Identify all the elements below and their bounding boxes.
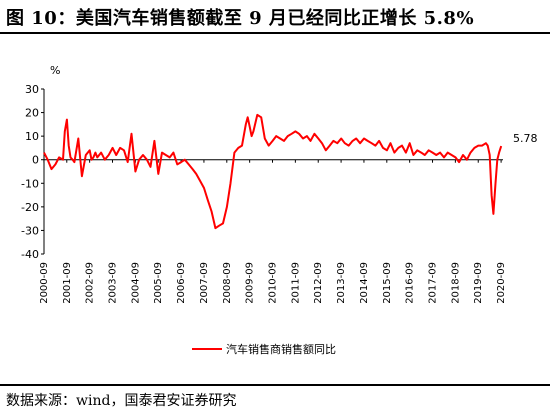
x-tick-label: 2020-09 <box>496 262 507 304</box>
y-tick-label: -10 <box>21 177 39 190</box>
source-note: 数据来源：wind，国泰君安证券研究 <box>6 393 237 409</box>
x-tick-label: 2017-09 <box>428 262 439 304</box>
x-tick-label: 2019-09 <box>473 262 484 304</box>
figure-title: 图 10：美国汽车销售额截至 9 月已经同比正增长 5.8% <box>6 8 475 29</box>
x-tick-label: 2016-09 <box>405 262 416 304</box>
x-tick-label: 2006-09 <box>176 262 187 304</box>
x-tick-label: 2001-09 <box>62 262 73 304</box>
x-tick-label: 2007-09 <box>199 262 210 304</box>
y-tick-label: 0 <box>32 154 39 167</box>
x-tick-label: 2008-09 <box>222 262 233 304</box>
y-tick-label: 20 <box>25 107 39 120</box>
series-layer <box>43 113 503 230</box>
y-tick-label: -20 <box>21 201 39 214</box>
y-unit-label: % <box>50 64 60 77</box>
x-tick-label: 2012-09 <box>313 262 324 304</box>
figure-title-bar: 图 10：美国汽车销售额截至 9 月已经同比正增长 5.8% <box>0 0 550 34</box>
x-tick-label: 2009-09 <box>245 262 256 304</box>
y-tick-label: 10 <box>25 130 39 143</box>
x-tick-label: 2013-09 <box>336 262 347 304</box>
source-bar: 数据来源：wind，国泰君安证券研究 <box>0 384 550 412</box>
x-tick-label: 2005-09 <box>153 262 164 304</box>
legend-label: 汽车销售商销售额同比 <box>226 342 336 356</box>
x-tick-label: 2015-09 <box>382 262 393 304</box>
y-axis: 30 20 10 0 -10 -20 -30 -40 <box>21 83 45 261</box>
y-tick-label: -30 <box>21 224 39 237</box>
x-tick-label: 2004-09 <box>130 262 141 304</box>
x-tick-label: 2018-09 <box>450 262 461 304</box>
x-tick-label: 2010-09 <box>268 262 279 304</box>
y-tick-label: -40 <box>21 248 39 261</box>
line-chart: % 30 20 10 0 -10 -20 -30 -40 2000-09 2001-09 2002… <box>21 64 538 356</box>
series-line <box>43 113 503 230</box>
y-tick-label: 30 <box>25 83 39 96</box>
x-tick-label: 2003-09 <box>107 262 118 304</box>
legend: 汽车销售商销售额同比 <box>192 342 336 356</box>
x-tick-label: 2002-09 <box>85 262 96 304</box>
last-value-label: 5.78 <box>513 132 538 145</box>
x-axis: 2000-09 2001-09 2002-09 2003-09 2004-09 2005-… <box>39 159 507 304</box>
x-tick-label: 2000-09 <box>39 262 50 304</box>
x-tick-label: 2011-09 <box>290 262 301 304</box>
x-tick-label: 2014-09 <box>359 262 370 304</box>
